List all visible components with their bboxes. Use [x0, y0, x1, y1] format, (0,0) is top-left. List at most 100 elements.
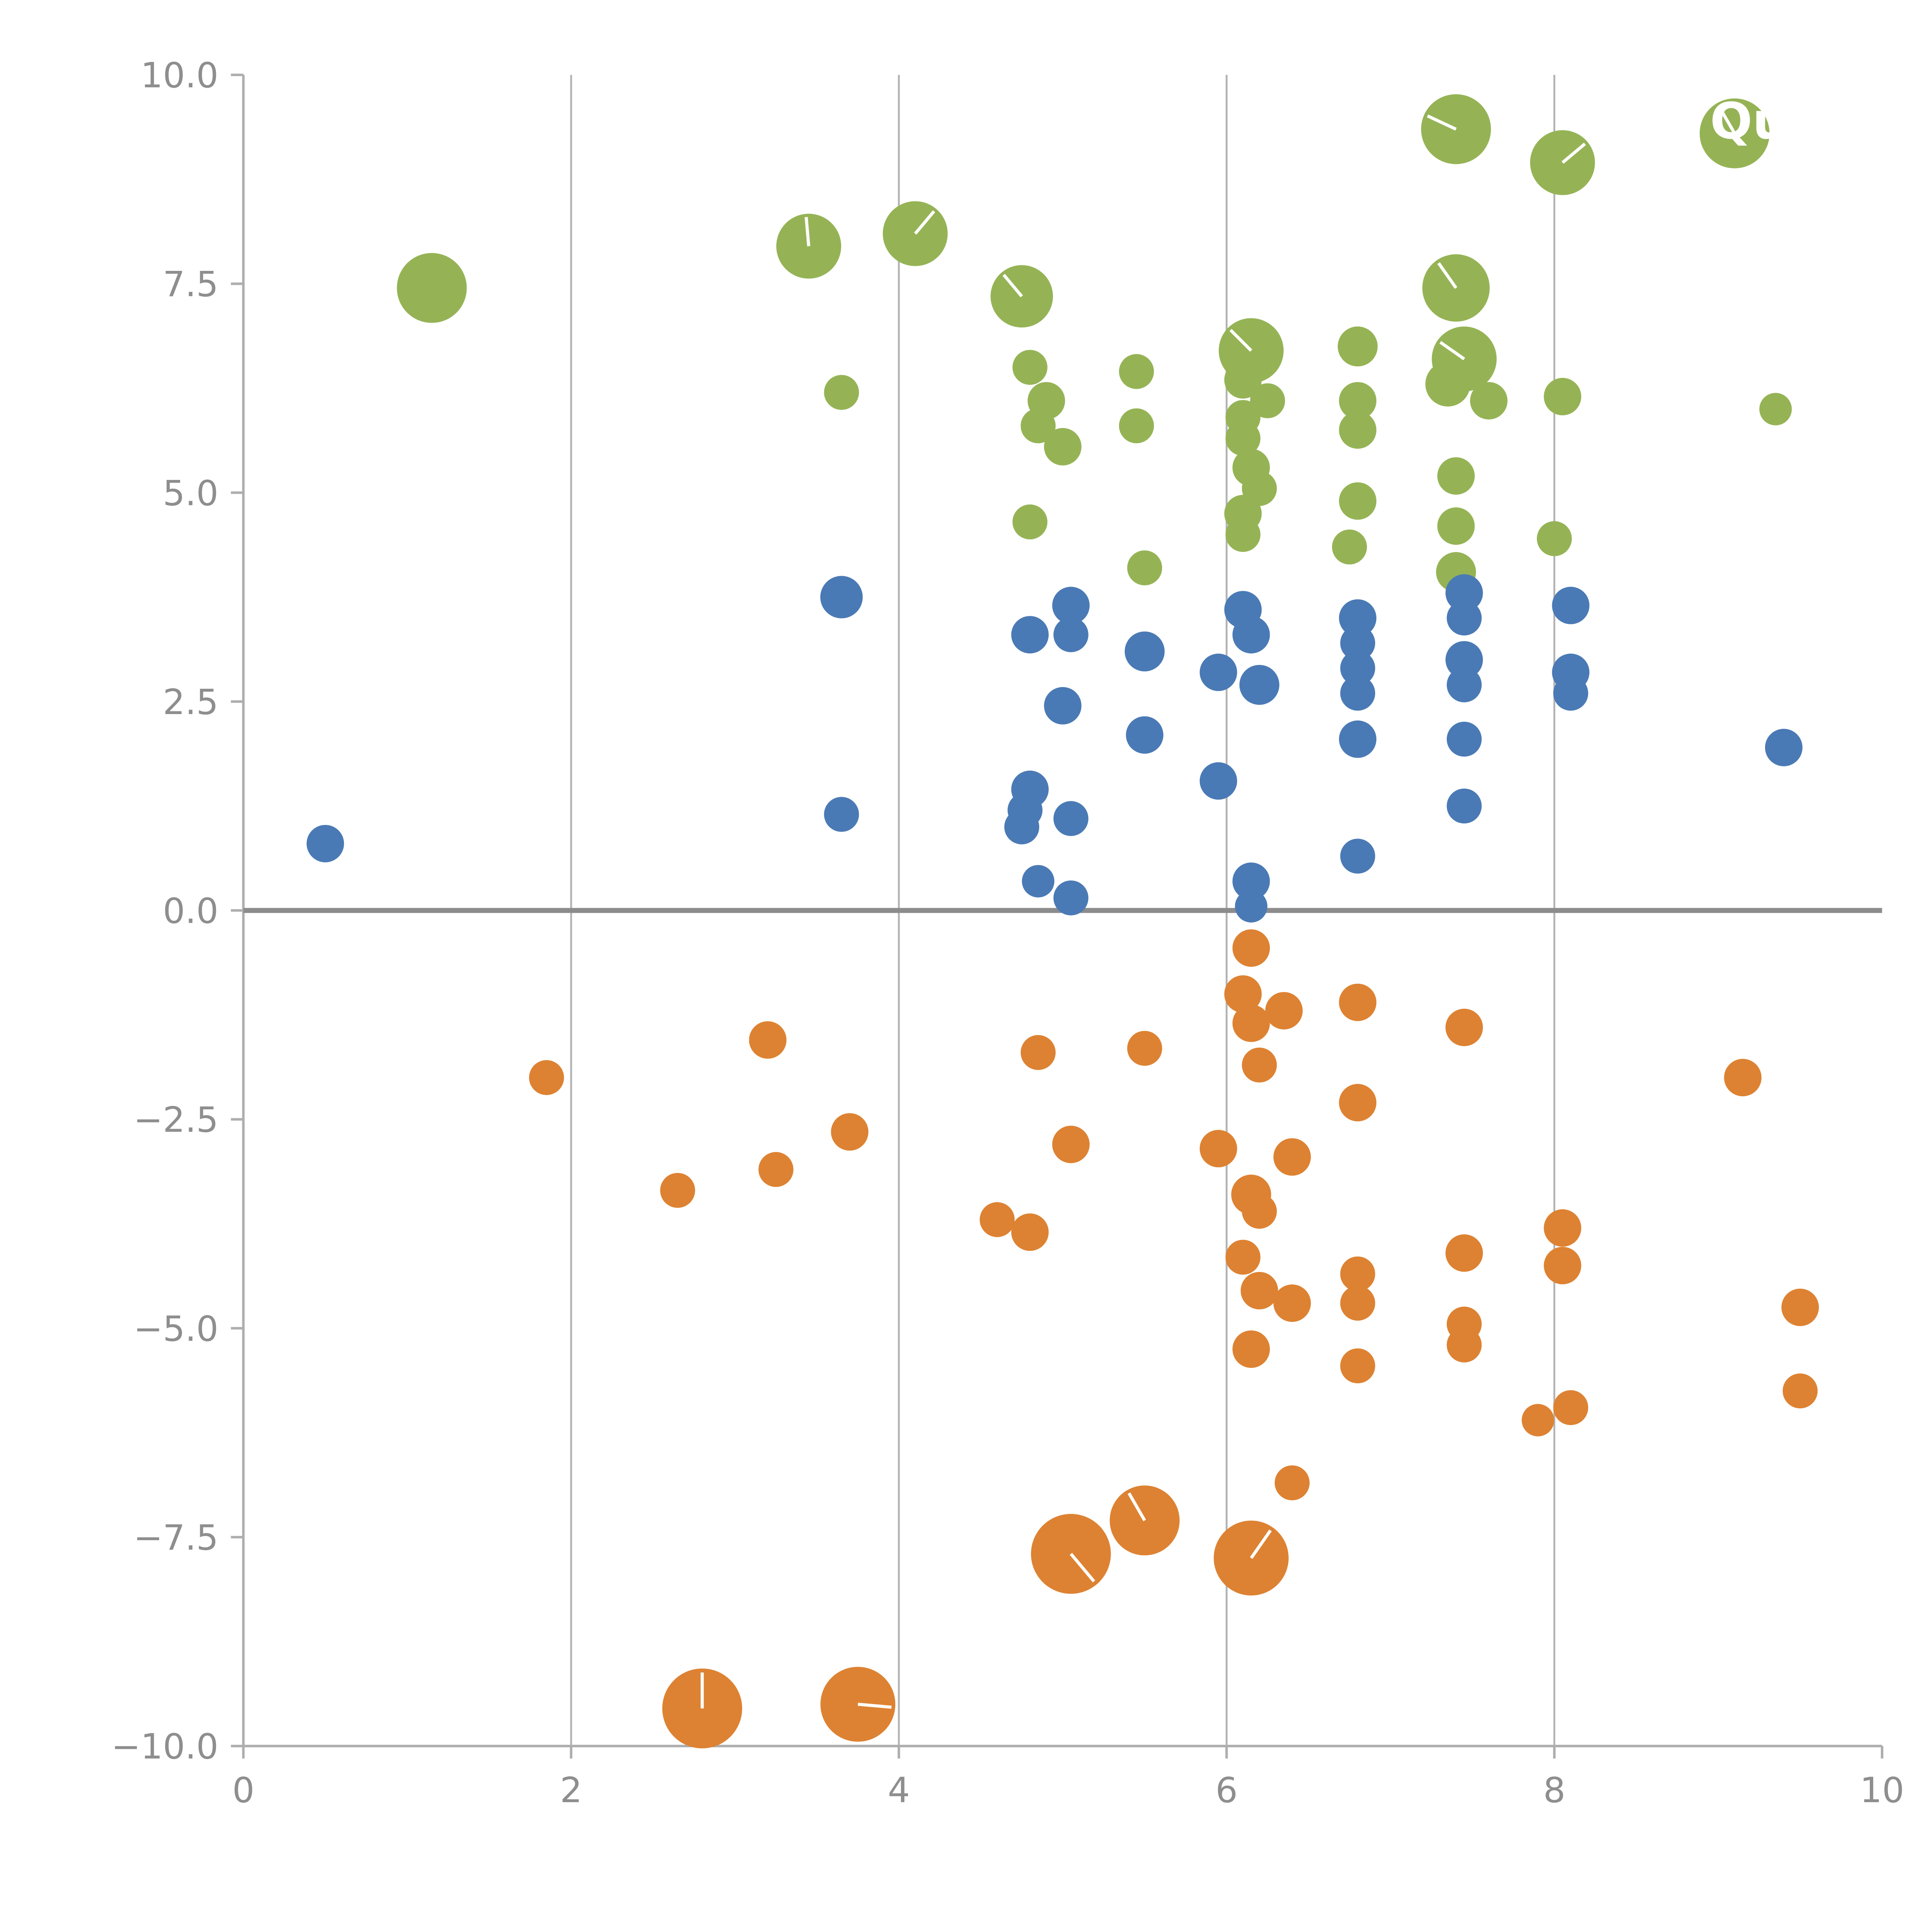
- data-point-green: [397, 253, 467, 323]
- data-point-green: [1044, 428, 1082, 466]
- data-point-orange: [1224, 975, 1262, 1013]
- y-tick-label: 0.0: [163, 891, 218, 932]
- data-point-blue: [1447, 788, 1482, 824]
- data-point-green: [1699, 98, 1770, 168]
- data-point-blue: [1445, 574, 1483, 612]
- data-point-orange: [1225, 1240, 1261, 1275]
- data-point-orange: [1447, 1327, 1482, 1362]
- data-point-green: [1012, 350, 1048, 385]
- data-point-green: [1119, 408, 1154, 444]
- data-point-blue: [820, 576, 863, 619]
- data-point-green: [1224, 361, 1262, 399]
- data-point-orange: [1274, 1465, 1310, 1500]
- data-point-orange: [1242, 1048, 1277, 1083]
- data-point-orange: [1273, 1284, 1311, 1322]
- data-point-blue: [1053, 617, 1088, 652]
- bubble-mark: [857, 1702, 892, 1709]
- x-tick-label: 0: [232, 1770, 255, 1811]
- annotation-text: R: [1653, 510, 1685, 560]
- data-point-orange: [1020, 1035, 1056, 1070]
- bubble-mark: [914, 210, 935, 235]
- bubble-mark: [1070, 1553, 1095, 1583]
- data-point-orange: [1011, 1213, 1049, 1251]
- data-point-orange: [758, 1152, 794, 1187]
- data-point-blue: [1447, 667, 1482, 702]
- bubble-mark: [1250, 1529, 1272, 1559]
- data-point-blue: [1552, 587, 1590, 624]
- data-point-orange: [1199, 1130, 1237, 1168]
- data-point-blue: [824, 797, 859, 832]
- data-point-blue: [1340, 626, 1375, 661]
- data-point-blue: [1447, 600, 1482, 636]
- data-point-orange: [1339, 983, 1377, 1021]
- data-point-blue: [1235, 890, 1268, 923]
- data-point-blue: [1004, 809, 1039, 845]
- data-point-orange: [1445, 1234, 1483, 1272]
- data-point-blue: [1447, 721, 1482, 757]
- data-point-blue: [1239, 665, 1279, 705]
- data-point-green: [1759, 393, 1792, 425]
- data-point-orange: [749, 1021, 787, 1059]
- data-point-green: [1437, 507, 1475, 545]
- data-point-green: [1425, 361, 1471, 407]
- data-point-orange: [1340, 1256, 1375, 1292]
- data-point-orange: [1340, 1348, 1375, 1384]
- x-tick-label: 4: [888, 1770, 910, 1811]
- data-point-blue: [1011, 616, 1049, 654]
- data-point-green: [1470, 382, 1508, 420]
- data-point-orange: [1445, 1009, 1483, 1046]
- data-point-blue: [1044, 687, 1082, 724]
- data-point-blue: [1445, 641, 1483, 679]
- bubble-mark: [1427, 114, 1457, 131]
- data-point-blue: [1232, 862, 1270, 900]
- data-point-blue: [1340, 675, 1375, 711]
- x-tick-label: 2: [560, 1770, 582, 1811]
- data-point-green: [1225, 421, 1261, 456]
- bubble-mark: [804, 217, 810, 247]
- data-point-blue: [1232, 616, 1270, 654]
- data-point-orange: [1724, 1059, 1762, 1097]
- data-point-blue: [1124, 631, 1165, 672]
- data-point-orange: [529, 1060, 564, 1095]
- data-point-orange: [1553, 1390, 1588, 1425]
- data-point-orange: [1265, 992, 1303, 1030]
- y-tick-label: 7.5: [163, 264, 218, 305]
- data-point-green: [1012, 504, 1048, 539]
- data-point-green: [1250, 383, 1285, 418]
- data-point-green: [1437, 457, 1475, 495]
- data-point-orange: [1522, 1404, 1554, 1437]
- data-point-blue: [1022, 865, 1054, 898]
- data-point-blue: [1126, 716, 1163, 754]
- bubble-mark: [1437, 262, 1458, 289]
- data-point-blue: [1052, 587, 1090, 624]
- data-point-blue: [1199, 653, 1237, 691]
- data-point-blue: [306, 825, 344, 862]
- data-point-green: [1339, 382, 1377, 420]
- bubble-mark: [1128, 1492, 1146, 1521]
- data-point-green: [1544, 378, 1582, 415]
- y-tick-label: −7.5: [134, 1517, 219, 1558]
- data-point-orange: [1127, 1031, 1162, 1066]
- data-point-blue: [1053, 880, 1088, 916]
- y-tick-label: −5.0: [134, 1309, 219, 1349]
- data-point-blue: [1340, 838, 1375, 874]
- y-tick-label: −10.0: [111, 1726, 218, 1767]
- data-point-blue: [1765, 729, 1803, 767]
- data-point-orange: [1340, 1286, 1375, 1321]
- data-point-orange: [1544, 1247, 1582, 1284]
- data-point-blue: [1053, 801, 1088, 836]
- data-point-orange: [1781, 1288, 1819, 1326]
- data-point-orange: [660, 1173, 695, 1208]
- data-point-green: [1332, 529, 1367, 565]
- bubble-mark: [1717, 105, 1736, 134]
- data-point-green: [1339, 482, 1377, 520]
- data-point-green: [1127, 550, 1162, 585]
- bubble-mark: [1561, 143, 1586, 164]
- data-point-green: [1339, 411, 1377, 449]
- y-tick-label: 2.5: [163, 682, 218, 723]
- data-point-orange: [1339, 1084, 1377, 1122]
- bubble-mark: [1229, 329, 1252, 352]
- data-point-blue: [1340, 650, 1375, 686]
- data-point-blue: [1199, 762, 1237, 800]
